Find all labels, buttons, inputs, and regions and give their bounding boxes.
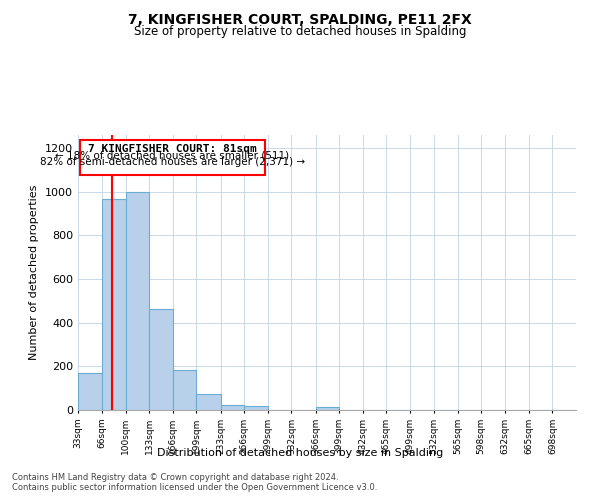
Bar	[101, 200, 126, 410]
Bar	[173, 370, 196, 410]
Bar	[126, 192, 149, 410]
Bar	[221, 405, 244, 410]
Text: 82% of semi-detached houses are larger (2,371) →: 82% of semi-detached houses are larger (…	[40, 157, 305, 167]
Bar	[78, 373, 101, 410]
Text: 7, KINGFISHER COURT, SPALDING, PE11 2FX: 7, KINGFISHER COURT, SPALDING, PE11 2FX	[128, 12, 472, 26]
Bar	[196, 394, 221, 410]
Bar	[316, 408, 339, 410]
Bar	[244, 406, 268, 410]
Text: Distribution of detached houses by size in Spalding: Distribution of detached houses by size …	[157, 448, 443, 458]
Text: Contains public sector information licensed under the Open Government Licence v3: Contains public sector information licen…	[12, 484, 377, 492]
Text: Size of property relative to detached houses in Spalding: Size of property relative to detached ho…	[134, 25, 466, 38]
Text: ← 18% of detached houses are smaller (511): ← 18% of detached houses are smaller (51…	[55, 150, 290, 160]
Bar	[149, 309, 173, 410]
Y-axis label: Number of detached properties: Number of detached properties	[29, 185, 40, 360]
Text: 7 KINGFISHER COURT: 81sqm: 7 KINGFISHER COURT: 81sqm	[88, 144, 257, 154]
Text: Contains HM Land Registry data © Crown copyright and database right 2024.: Contains HM Land Registry data © Crown c…	[12, 474, 338, 482]
Bar	[80, 140, 265, 175]
